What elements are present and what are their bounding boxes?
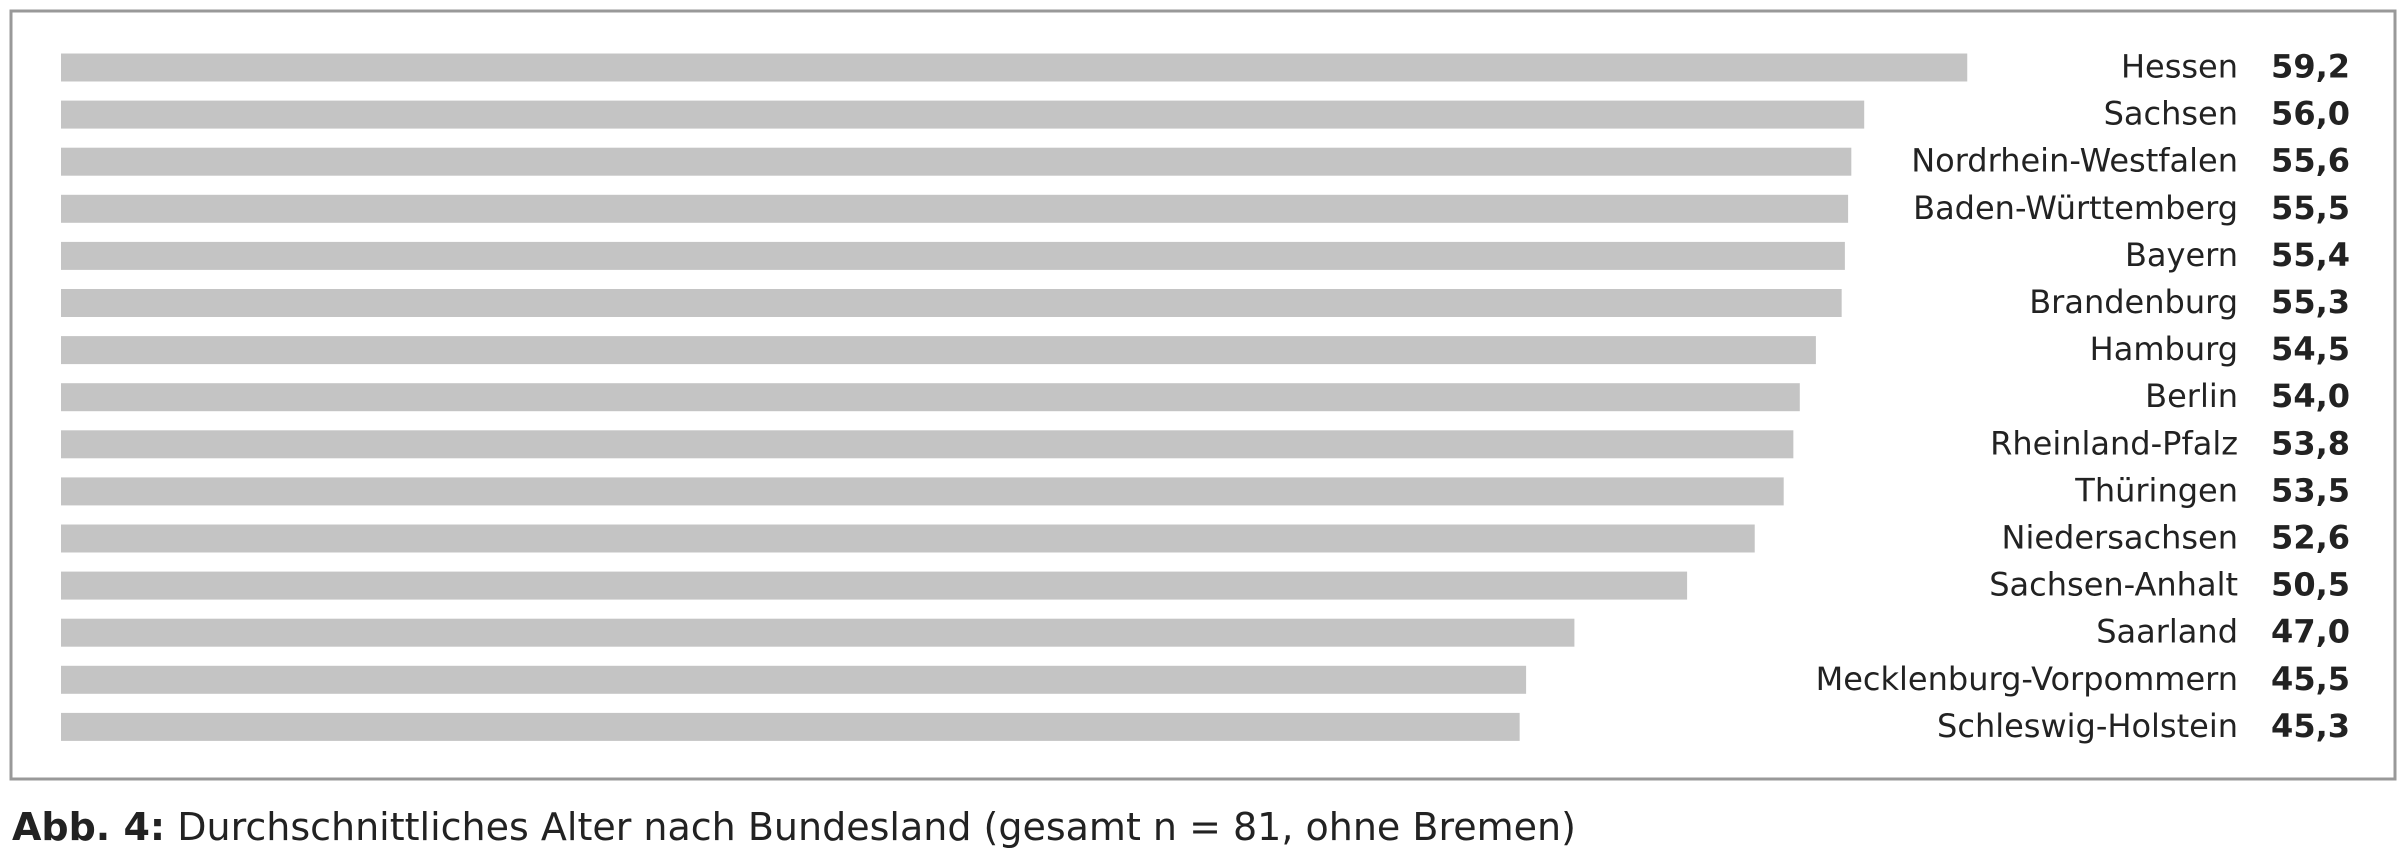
category-label: Schleswig-Holstein [1937,707,2238,745]
category-label: Hamburg [2090,330,2238,368]
value-label: 53,8 [2271,424,2350,462]
bar [61,241,1845,270]
bar [61,289,1842,317]
value-label: 56,0 [2271,95,2350,133]
bar [61,53,1968,82]
bar [61,100,1865,129]
chart-frame [9,9,2397,781]
category-label: Brandenburg [2029,283,2238,321]
category-label: Thüringen [2074,471,2238,509]
caption: Abb. 4: Durchschnittliches Alter nach Bu… [12,805,1576,849]
bar [61,430,1794,459]
value-label: 55,4 [2271,236,2350,274]
category-label: Mecklenburg-Vorpommern [1816,660,2238,698]
value-label: 55,5 [2271,189,2350,227]
category-label: Berlin [2145,377,2238,415]
bar [61,147,1852,176]
caption-text: Durchschnittliches Alter nach Bundesland… [177,805,1576,849]
value-label: 55,6 [2271,142,2350,180]
value-label: 59,2 [2271,48,2350,86]
value-label: 55,3 [2271,283,2350,321]
bar [61,665,1527,694]
category-label: Baden-Württemberg [1913,189,2238,227]
category-label: Saarland [2096,613,2238,651]
value-label: 47,0 [2271,613,2350,651]
value-label: 54,5 [2271,330,2350,368]
bar [61,194,1849,223]
category-label: Niedersachsen [2002,519,2238,557]
value-label: 45,5 [2271,660,2350,698]
caption-label: Abb. 4: [12,805,165,849]
bar [61,336,1816,365]
category-label: Hessen [2121,48,2238,86]
value-label: 50,5 [2271,566,2350,604]
bar [61,477,1784,506]
value-label: 52,6 [2271,519,2350,557]
bar [61,524,1755,553]
category-label: Rheinland-Pfalz [1990,424,2238,462]
bar [61,712,1520,741]
value-label: 45,3 [2271,707,2350,745]
bar [61,571,1688,600]
bar [61,383,1800,412]
value-label: 54,0 [2271,377,2350,415]
category-label: Sachsen-Anhalt [1989,566,2238,604]
bar [61,618,1575,647]
value-label: 53,5 [2271,471,2350,509]
category-label: Sachsen [2104,95,2238,133]
category-label: Bayern [2125,236,2238,274]
category-label: Nordrhein-Westfalen [1911,142,2238,180]
